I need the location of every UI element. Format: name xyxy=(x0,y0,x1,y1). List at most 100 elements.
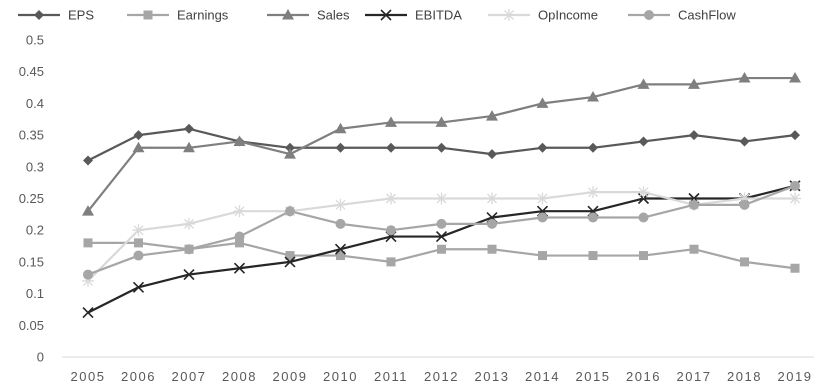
x-tick-label: 2019 xyxy=(778,369,813,384)
data-point xyxy=(82,274,94,287)
legend-marker xyxy=(34,10,44,20)
data-point xyxy=(588,212,598,223)
data-point xyxy=(536,192,549,205)
y-tick-label: 0.15 xyxy=(19,254,44,269)
y-tick-label: 0 xyxy=(37,350,44,365)
data-point xyxy=(234,231,245,242)
x-tick-label: 2011 xyxy=(374,369,408,384)
data-point xyxy=(790,130,800,141)
y-tick-label: 0.45 xyxy=(19,64,44,79)
data-point xyxy=(134,238,143,248)
data-point xyxy=(385,192,397,205)
data-point xyxy=(537,142,548,153)
y-tick-label: 0.1 xyxy=(26,286,44,301)
legend-label: Earnings xyxy=(177,8,229,23)
data-point xyxy=(487,149,497,160)
data-point xyxy=(233,205,246,218)
data-point xyxy=(789,72,801,83)
data-point xyxy=(538,251,547,261)
x-tick-label: 2013 xyxy=(475,369,510,384)
x-axis: 2005 2006 2007 2008 2009 2010 2011 2012 2013 2014… xyxy=(62,356,814,384)
data-point xyxy=(334,122,347,134)
data-point xyxy=(486,192,498,205)
chart-legend: EPS Earnings Sales EBITDA OpIncome CashFlow xyxy=(18,8,736,23)
data-point xyxy=(385,116,397,127)
legend-marker xyxy=(503,9,515,21)
x-tick-label: 2010 xyxy=(323,369,358,384)
plot-area xyxy=(82,72,801,319)
data-point xyxy=(638,136,649,147)
data-point xyxy=(739,136,750,147)
data-point xyxy=(284,256,296,268)
data-point xyxy=(637,78,650,89)
data-point xyxy=(386,257,396,267)
data-point xyxy=(285,206,295,217)
data-point xyxy=(739,199,750,210)
legend-label: Sales xyxy=(317,8,350,23)
legend-marker xyxy=(644,10,654,20)
data-point xyxy=(285,142,295,153)
data-point xyxy=(336,251,345,261)
data-point xyxy=(487,218,497,229)
data-point xyxy=(183,269,195,281)
data-point xyxy=(284,148,296,159)
data-point xyxy=(437,244,446,254)
legend-label: OpIncome xyxy=(538,8,598,23)
data-point xyxy=(83,155,93,166)
data-point xyxy=(688,78,700,89)
data-point xyxy=(738,192,751,205)
x-tick-label: 2018 xyxy=(727,369,762,384)
data-point xyxy=(233,262,246,274)
legend-marker xyxy=(143,10,153,20)
data-point xyxy=(790,263,800,273)
data-point xyxy=(435,230,448,243)
data-point xyxy=(436,142,447,153)
data-point xyxy=(132,224,145,237)
legend-marker xyxy=(282,9,294,20)
legend-marker xyxy=(380,9,392,21)
legend-item-sales: Sales xyxy=(267,8,350,23)
data-point xyxy=(133,250,144,261)
data-point xyxy=(588,251,598,261)
x-tick-label: 2017 xyxy=(677,369,712,384)
data-point xyxy=(335,142,346,153)
data-point xyxy=(740,257,749,267)
data-point xyxy=(689,199,699,210)
data-point xyxy=(132,281,145,293)
series-sales xyxy=(82,72,801,216)
y-axis: 0 0.05 0.1 0.15 0.2 0.25 0.3 0.35 0.4 0.45 0.5 xyxy=(19,33,44,365)
legend-item-opincome: OpIncome xyxy=(488,8,598,23)
x-tick-label: 2008 xyxy=(222,369,257,384)
x-tick-label: 2006 xyxy=(121,369,156,384)
data-point xyxy=(83,269,93,280)
legend-item-earnings: Earnings xyxy=(127,8,229,23)
data-point xyxy=(689,244,699,254)
data-point xyxy=(386,225,396,236)
x-tick-label: 2005 xyxy=(71,369,106,384)
data-point xyxy=(638,212,649,223)
series-cashflow xyxy=(83,180,800,280)
data-point xyxy=(435,116,448,127)
data-point xyxy=(183,217,195,230)
data-point xyxy=(588,142,598,153)
x-tick-label: 2015 xyxy=(576,369,611,384)
y-tick-label: 0.25 xyxy=(19,191,44,206)
data-point xyxy=(487,244,497,254)
data-point xyxy=(587,186,599,199)
data-point xyxy=(738,72,751,83)
data-point xyxy=(790,180,800,191)
data-point xyxy=(587,91,599,102)
data-point xyxy=(183,141,195,153)
y-tick-label: 0.05 xyxy=(19,318,44,333)
x-tick-label: 2012 xyxy=(424,369,459,384)
data-point xyxy=(334,243,347,255)
data-point xyxy=(536,97,549,108)
legend-item-ebitda: EBITDA xyxy=(365,8,462,23)
y-tick-label: 0.35 xyxy=(19,128,44,143)
data-point xyxy=(133,130,144,141)
data-point xyxy=(184,123,194,134)
legend-label: EPS xyxy=(68,8,94,23)
legend-label: EBITDA xyxy=(415,8,462,23)
